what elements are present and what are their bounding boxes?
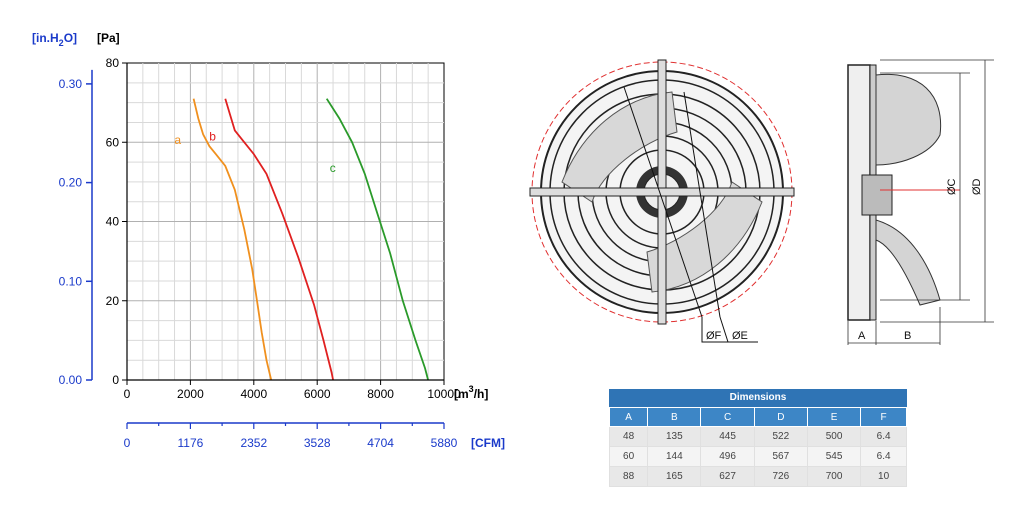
y-axis-pa: 0 20 40 60 80 — [106, 56, 128, 387]
series-label-a: a — [174, 133, 181, 147]
dimensions-header-row: A B C D E F — [608, 407, 907, 427]
dim-header-f: F — [860, 407, 907, 427]
side-view-drawing: ØC ØD A B — [847, 59, 994, 345]
y-tick-label-inh2o: 0.10 — [59, 274, 83, 288]
y-tick-label-inh2o: 0.30 — [59, 77, 83, 91]
label-phi-e: ØE — [732, 330, 748, 342]
series-line-b — [224, 98, 334, 381]
x-tick-label-cfm: 4704 — [367, 436, 394, 450]
y-tick-label-inh2o: 0.00 — [59, 373, 83, 387]
x-tick-label-cfm: 5880 — [431, 436, 458, 450]
dimensions-table-title: Dimensions — [609, 389, 907, 407]
x-axis-label-cfm: [CFM] — [471, 436, 505, 450]
table-cell: 496 — [700, 446, 755, 467]
table-cell: 700 — [806, 466, 862, 487]
fan-drawings: ØF ØE ØC ØD A B — [529, 59, 994, 345]
series-label-c: c — [330, 161, 336, 175]
table-cell: 144 — [647, 446, 702, 467]
table-cell: 500 — [806, 426, 862, 447]
dim-header-d: D — [753, 407, 808, 427]
table-row: 88 165 627 726 700 10 — [608, 466, 907, 487]
y-tick-label-pa: 60 — [106, 135, 120, 149]
y-tick-label-pa: 0 — [112, 373, 119, 387]
x-tick-label-cfm: 2352 — [240, 436, 267, 450]
table-cell: 545 — [806, 446, 862, 467]
x-axis-cfm: 0 1176 2352 3528 4704 5880 — [124, 422, 458, 450]
dim-header-e: E — [806, 407, 862, 427]
table-cell: 60 — [608, 446, 649, 467]
table-cell: 6.4 — [860, 426, 907, 447]
inh2o-label-sub: 2 — [59, 38, 64, 48]
y-axis-label-inh2o: [in.H2O] — [32, 31, 77, 48]
inh2o-label-part3: O] — [64, 31, 77, 45]
dim-header-c: C — [700, 407, 755, 427]
x-axis-m3h: 0 2000 4000 6000 8000 10000 — [124, 379, 461, 401]
table-cell: 522 — [753, 426, 808, 447]
label-phi-d: ØD — [971, 178, 983, 195]
y-tick-label-inh2o: 0.20 — [59, 176, 83, 190]
x-tick-label-m3h: 6000 — [304, 387, 331, 401]
table-cell: 88 — [608, 466, 649, 487]
x-tick-label-m3h: 10000 — [427, 387, 461, 401]
table-cell: 627 — [700, 466, 755, 487]
table-row: 48 135 445 522 500 6.4 — [608, 426, 907, 447]
x-tick-label-m3h: 0 — [124, 387, 131, 401]
y-tick-label-pa: 20 — [106, 294, 120, 308]
series-label-b: b — [209, 129, 216, 143]
y-axis-inh2o: 0.00 0.10 0.20 0.30 — [59, 69, 93, 387]
label-phi-c: ØC — [946, 178, 958, 195]
x-axis-label-m3h: [m3/h] — [454, 384, 488, 401]
m3h-label-sup: 3 — [469, 384, 474, 394]
x-tick-label-m3h: 4000 — [240, 387, 267, 401]
table-cell: 567 — [753, 446, 808, 467]
label-a: A — [858, 330, 866, 342]
x-tick-label-m3h: 2000 — [177, 387, 204, 401]
y-axis-label-pa: [Pa] — [97, 31, 120, 45]
front-view-drawing: ØF ØE — [529, 59, 795, 343]
dim-header-b: B — [647, 407, 702, 427]
x-tick-label-m3h: 8000 — [367, 387, 394, 401]
chart-curves: a b c — [174, 98, 429, 381]
series-line-a — [192, 98, 273, 381]
inh2o-label-part1: [in.H — [32, 31, 59, 45]
series-line-c — [325, 98, 429, 381]
table-cell: 6.4 — [860, 446, 907, 467]
x-tick-label-cfm: 0 — [124, 436, 131, 450]
label-b: B — [904, 330, 911, 342]
table-cell: 445 — [700, 426, 755, 447]
x-tick-label-cfm: 3528 — [304, 436, 331, 450]
y-tick-label-pa: 40 — [106, 215, 120, 229]
m3h-label-part3: /h] — [474, 387, 489, 401]
m3h-label-part1: [m — [454, 387, 469, 401]
table-cell: 10 — [860, 466, 907, 487]
label-phi-f: ØF — [706, 330, 722, 342]
table-row: 60 144 496 567 545 6.4 — [608, 446, 907, 467]
x-tick-label-cfm: 1176 — [177, 436, 203, 450]
dimensions-table: Dimensions A B C D E F 48 135 445 522 50… — [608, 389, 907, 487]
table-cell: 165 — [647, 466, 702, 487]
table-cell: 726 — [753, 466, 808, 487]
dim-header-a: A — [608, 407, 649, 427]
y-tick-label-pa: 80 — [106, 56, 120, 70]
table-cell: 48 — [608, 426, 649, 447]
table-cell: 135 — [647, 426, 702, 447]
